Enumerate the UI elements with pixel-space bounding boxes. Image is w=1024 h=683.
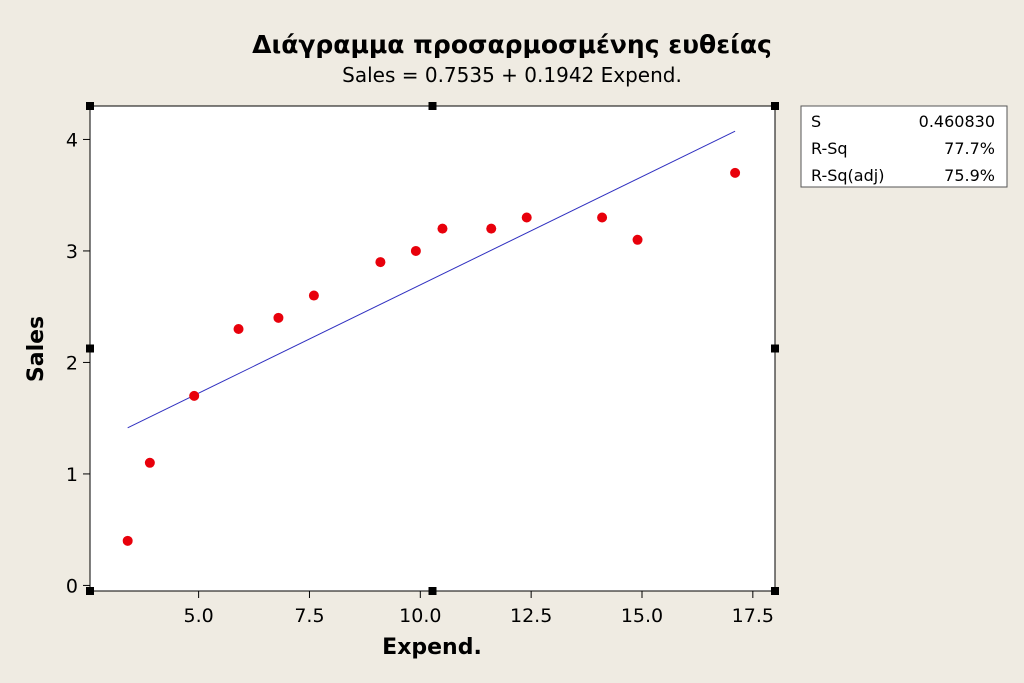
data-point [486,223,497,234]
resize-handle[interactable] [771,344,779,353]
stat-label: R-Sq(adj) [811,166,884,185]
regression-line-group [127,130,736,429]
data-point [437,223,448,234]
x-tick-label: 10.0 [399,605,441,627]
resize-handle[interactable] [86,102,94,110]
selection-handles[interactable] [86,102,779,595]
x-axis-label: Expend. [382,635,482,660]
data-point [233,323,244,334]
data-point [273,312,284,323]
regression-line [127,130,736,429]
y-tick-label: 4 [66,129,78,151]
stat-value: 77.7% [944,139,995,158]
resize-handle[interactable] [771,587,779,595]
resize-handle[interactable] [428,587,437,595]
data-point [632,234,643,245]
axis-tick-labels: 5.0 7.5 10.0 12.5 15.0 17.5 0 1 2 3 4 [66,129,774,627]
stat-value: 75.9% [944,166,995,185]
x-tick-label: 15.0 [621,605,663,627]
data-point [308,290,319,301]
y-tick-label: 2 [66,352,78,374]
data-point [189,390,200,401]
y-tick-label: 3 [66,241,78,263]
data-point [730,167,741,178]
resize-handle[interactable] [86,344,94,353]
data-point [410,245,421,256]
resize-handle[interactable] [771,102,779,110]
data-points [122,167,741,546]
plot-area [89,105,776,592]
stat-label: S [811,112,821,131]
data-point [144,457,155,468]
data-point [521,212,532,223]
x-tick-label: 5.0 [184,605,214,627]
chart-title: Διάγραμμα προσαρμοσμένης ευθείας [252,30,772,59]
data-point [597,212,608,223]
resize-handle[interactable] [428,102,437,110]
axis-ticks [83,138,754,598]
y-axis-label: Sales [24,316,49,382]
stat-value: 0.460830 [919,112,995,131]
stat-label: R-Sq [811,139,848,158]
data-point [122,535,133,546]
x-tick-label: 17.5 [732,605,774,627]
y-tick-label: 0 [66,575,78,597]
x-tick-label: 7.5 [294,605,324,627]
stats-box-frame [800,105,1008,188]
resize-handle[interactable] [86,587,94,595]
x-tick-label: 12.5 [510,605,552,627]
chart-subtitle: Sales = 0.7535 + 0.1942 Expend. [342,63,682,87]
y-tick-label: 1 [66,464,78,486]
stats-box: S 0.460830 R-Sq 77.7% R-Sq(adj) 75.9% [800,105,1008,188]
data-point [375,257,386,268]
